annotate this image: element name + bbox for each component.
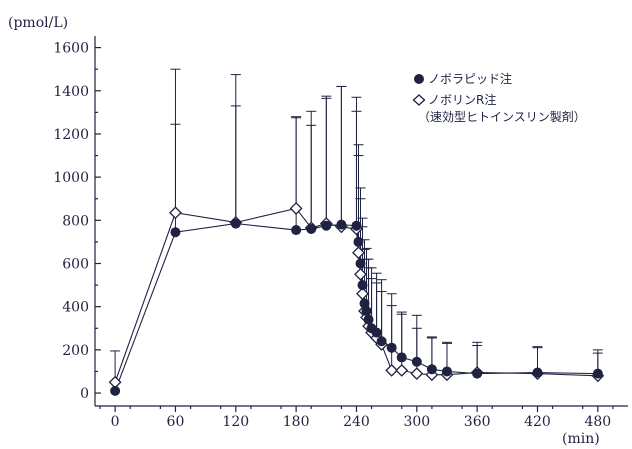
series-marker-filled-circle	[110, 385, 121, 396]
series-marker-filled-circle	[359, 298, 370, 309]
x-tick-label: 240	[343, 414, 370, 430]
legend-label-novolin: ノボリンR注	[428, 92, 496, 107]
series-marker-filled-circle	[291, 225, 302, 236]
series-marker-filled-circle	[230, 218, 241, 229]
x-axis-label: (min)	[562, 431, 600, 447]
series-marker-filled-circle	[386, 342, 397, 353]
x-tick-label: 120	[222, 414, 249, 430]
y-tick-label: 1600	[53, 41, 89, 57]
y-axis-label: (pmol/L)	[8, 15, 68, 31]
series-marker-filled-circle	[321, 220, 332, 231]
x-tick-label: 360	[464, 414, 491, 430]
x-tick-label: 420	[524, 414, 551, 430]
series-marker-open-diamond	[169, 206, 182, 220]
series-marker-filled-circle	[363, 314, 374, 325]
y-tick-label: 1200	[53, 127, 89, 143]
x-tick-label: 480	[584, 414, 611, 430]
series-marker-filled-circle	[376, 336, 387, 347]
series-marker-filled-circle	[361, 306, 372, 316]
series-marker-filled-circle	[532, 367, 543, 378]
y-tick-label: 1000	[53, 170, 89, 186]
x-tick-label: 0	[111, 414, 120, 430]
series-marker-open-diamond	[352, 246, 365, 260]
legend: ノボラピッド注 ノボリンR注 （速効型ヒトインスリン製剤）	[412, 71, 586, 124]
series-marker-filled-circle	[371, 327, 382, 338]
series-marker-filled-circle	[353, 236, 364, 247]
series-marker-open-diamond	[395, 363, 409, 377]
y-tick-label: 800	[62, 213, 89, 229]
y-tick-label: 200	[62, 343, 89, 359]
legend-marker-open-diamond-icon	[412, 94, 426, 106]
x-tick-label: 300	[403, 414, 430, 430]
series-marker-filled-circle	[411, 356, 422, 367]
legend-sublabel-novolin: （速効型ヒトインスリン製剤）	[418, 109, 586, 124]
series-marker-open-diamond	[354, 267, 367, 281]
series-marker-filled-circle	[306, 223, 317, 234]
series-marker-filled-circle	[357, 280, 368, 291]
series-marker-filled-circle	[472, 368, 483, 379]
axes: 0 200 400 600 800 1000 1200 1400 1600 0 60 120 180 24…	[53, 36, 628, 430]
series-marker-filled-circle	[355, 258, 366, 269]
series-marker-open-diamond	[410, 367, 424, 381]
series-lines	[114, 207, 598, 392]
series-marker-filled-circle	[351, 220, 362, 231]
series-marker-filled-circle	[170, 227, 181, 238]
x-tick-label: 60	[167, 414, 185, 430]
y-tick-label: 0	[80, 386, 89, 402]
series-marker-filled-circle	[592, 368, 603, 379]
series-marker-open-diamond	[385, 363, 399, 377]
series-marker-open-diamond	[289, 202, 303, 215]
y-tick-label: 1400	[53, 84, 89, 100]
series-marker-filled-circle	[336, 219, 347, 230]
series-markers	[108, 202, 605, 396]
x-tick-label: 180	[283, 414, 310, 430]
legend-label-novorapid: ノボラピッド注	[428, 71, 512, 86]
y-tick-label: 400	[62, 300, 89, 316]
series-marker-filled-circle	[396, 352, 407, 363]
series-marker-filled-circle	[441, 366, 452, 377]
y-tick-label: 600	[62, 257, 89, 273]
series-marker-filled-circle	[426, 364, 437, 375]
legend-marker-filled-circle-icon	[414, 74, 424, 84]
